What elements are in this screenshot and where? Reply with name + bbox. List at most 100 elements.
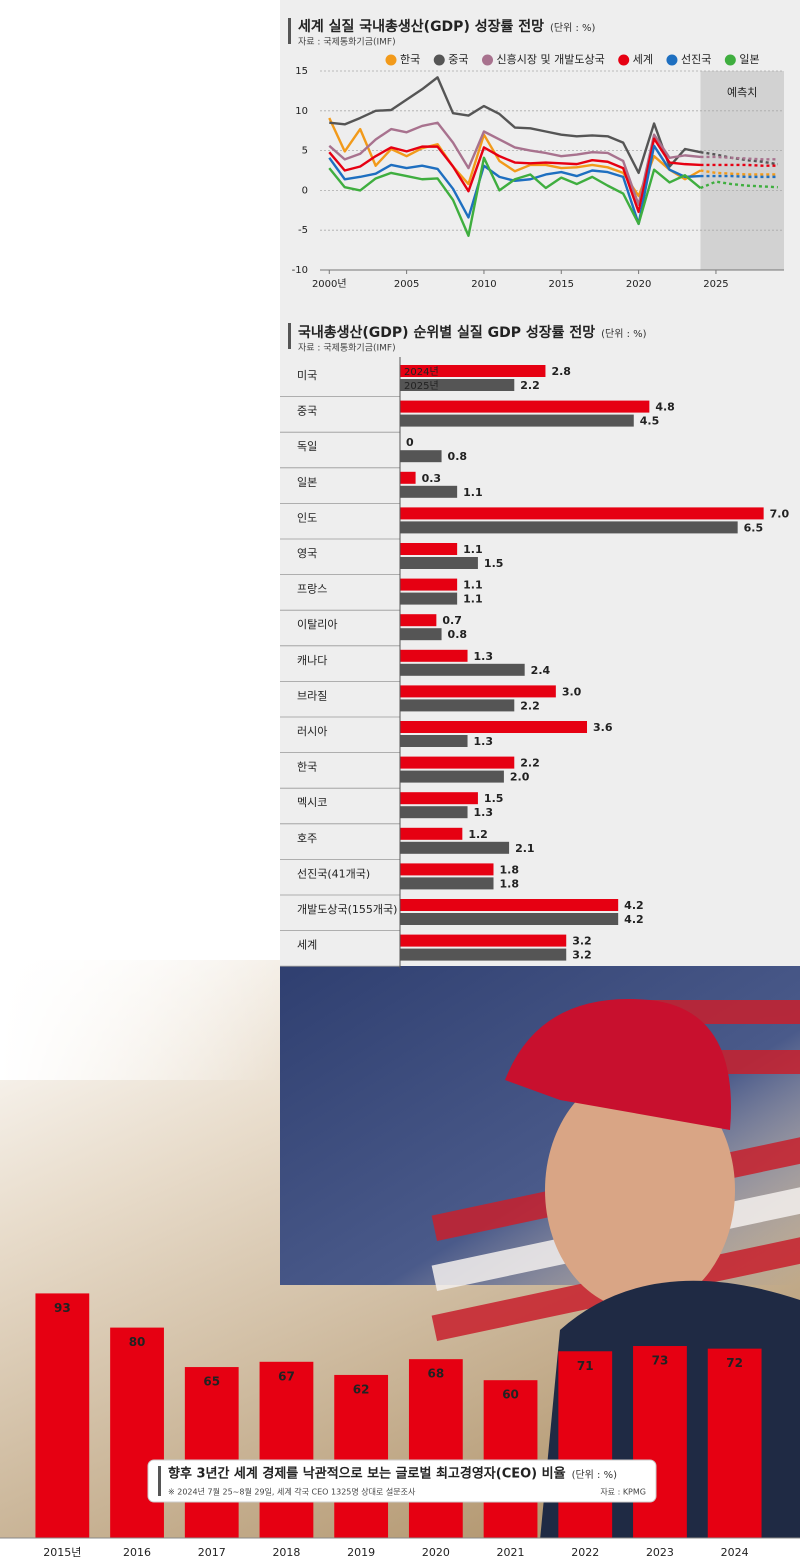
x-tick-label: 2024: [721, 1546, 749, 1559]
bar: [408, 1359, 463, 1538]
bar: [400, 414, 634, 427]
value-label: 4.8: [655, 401, 675, 414]
x-tick-label: 2018: [272, 1546, 300, 1559]
x-tick-label: 2025: [703, 279, 728, 290]
bar: [400, 543, 458, 555]
y-tick-label: 15: [295, 66, 308, 77]
value-label: 0: [406, 436, 414, 449]
legend-label: 일본: [739, 52, 759, 66]
value-label: 1.1: [463, 486, 483, 499]
value-label: 93: [54, 1301, 71, 1315]
bar: [558, 1351, 613, 1538]
value-label: 4.2: [624, 899, 644, 912]
bar: [400, 507, 764, 520]
bar: [400, 827, 463, 840]
forecast-line: [700, 163, 778, 167]
value-label: 62: [353, 1382, 370, 1396]
x-tick-label: 2020: [626, 279, 651, 290]
value-label: 1.1: [463, 579, 483, 592]
category-label: 세계: [297, 939, 317, 952]
legend-swatch: [385, 54, 397, 66]
forecast-line: [700, 180, 778, 190]
value-label: 2.2: [520, 699, 540, 712]
y-tick-label: -5: [298, 225, 308, 236]
chart-title: 세계 실질 국내총생산(GDP) 성장률 전망: [298, 18, 544, 35]
category-label: 개발도상국(155개국): [297, 903, 397, 916]
bar: [400, 557, 478, 569]
bar: [400, 877, 494, 890]
value-label: 0.8: [448, 450, 468, 463]
value-label: 3.2: [572, 949, 592, 962]
bar: [400, 806, 468, 819]
x-tick-label: 2017: [198, 1546, 226, 1559]
title-marker: [288, 18, 291, 44]
value-label: 3.2: [572, 935, 592, 948]
category-label: 이탈리아: [297, 618, 337, 631]
bar: [400, 663, 525, 676]
x-tick-label: 2023: [646, 1546, 674, 1559]
value-label: 2.1: [515, 842, 535, 855]
category-label: 한국: [297, 761, 317, 774]
bar: [400, 379, 515, 391]
value-label: 67: [278, 1369, 295, 1383]
forecast-line: [700, 155, 778, 161]
bar: [35, 1293, 90, 1538]
bar: [400, 899, 619, 911]
value-label: 71: [577, 1359, 594, 1373]
category-label: 멕시코: [297, 796, 327, 809]
value-label: 1.1: [463, 543, 483, 556]
legend-label: 2025년: [404, 380, 439, 392]
bar: [400, 934, 567, 947]
value-label: 2.2: [520, 757, 540, 770]
bar: [334, 1374, 389, 1538]
bar: [400, 863, 494, 876]
x-tick-label: 2015: [549, 279, 574, 290]
x-tick-label: 2010: [471, 279, 496, 290]
value-label: 1.3: [474, 806, 494, 819]
x-tick-label: 2005: [394, 279, 419, 290]
value-label: 1.8: [500, 863, 519, 876]
value-label: 72: [726, 1356, 743, 1370]
bar: [400, 365, 546, 377]
bar: [483, 1380, 538, 1538]
bar: [400, 592, 458, 605]
bar: [400, 614, 437, 627]
value-label: 1.3: [474, 650, 494, 663]
category-label: 인도: [297, 511, 317, 524]
series-line: [329, 76, 701, 175]
value-label: 3.6: [593, 721, 613, 734]
value-label: 68: [427, 1367, 444, 1381]
value-label: 1.5: [484, 792, 504, 805]
bar: [400, 841, 510, 854]
bar: [400, 792, 478, 805]
chart-title: 향후 3년간 세계 경제를 낙관적으로 보는 글로벌 최고경영자(CEO) 비율: [168, 1466, 566, 1482]
chart-unit: (단위 : %): [572, 1468, 618, 1481]
value-label: 1.5: [484, 557, 504, 570]
value-label: 0.7: [442, 614, 462, 627]
x-tick-label: 2021: [497, 1546, 525, 1559]
category-label: 러시아: [297, 725, 327, 738]
x-tick-label: 2019: [347, 1546, 375, 1559]
bar: [400, 735, 468, 747]
legend-label: 신흥시장 및 개발도상국: [497, 52, 605, 66]
value-label: 65: [203, 1375, 220, 1389]
category-label: 중국: [297, 405, 317, 418]
value-label: 2.2: [520, 379, 540, 392]
legend-swatch: [618, 54, 630, 66]
plots: 예측치 -10 -5 0 5 10 15 2000년 2005 2010 2015 2020 2025 한…: [0, 52, 800, 1559]
y-tick-label: -10: [292, 265, 308, 276]
bar: [400, 699, 515, 712]
chart-title: 국내총생산(GDP) 순위별 실질 GDP 성장률 전망: [298, 324, 595, 341]
legend-swatch: [666, 54, 678, 66]
category-label: 일본: [297, 475, 317, 489]
forecast-area: [700, 71, 784, 270]
value-label: 2.4: [531, 664, 551, 677]
value-label: 3.0: [562, 685, 582, 698]
value-label: 2.0: [510, 771, 530, 784]
legend-label: 2024년: [404, 366, 439, 378]
value-label: 60: [502, 1388, 519, 1402]
chart-unit: (단위 : %): [601, 327, 647, 340]
legend-label: 선진국: [681, 53, 711, 66]
